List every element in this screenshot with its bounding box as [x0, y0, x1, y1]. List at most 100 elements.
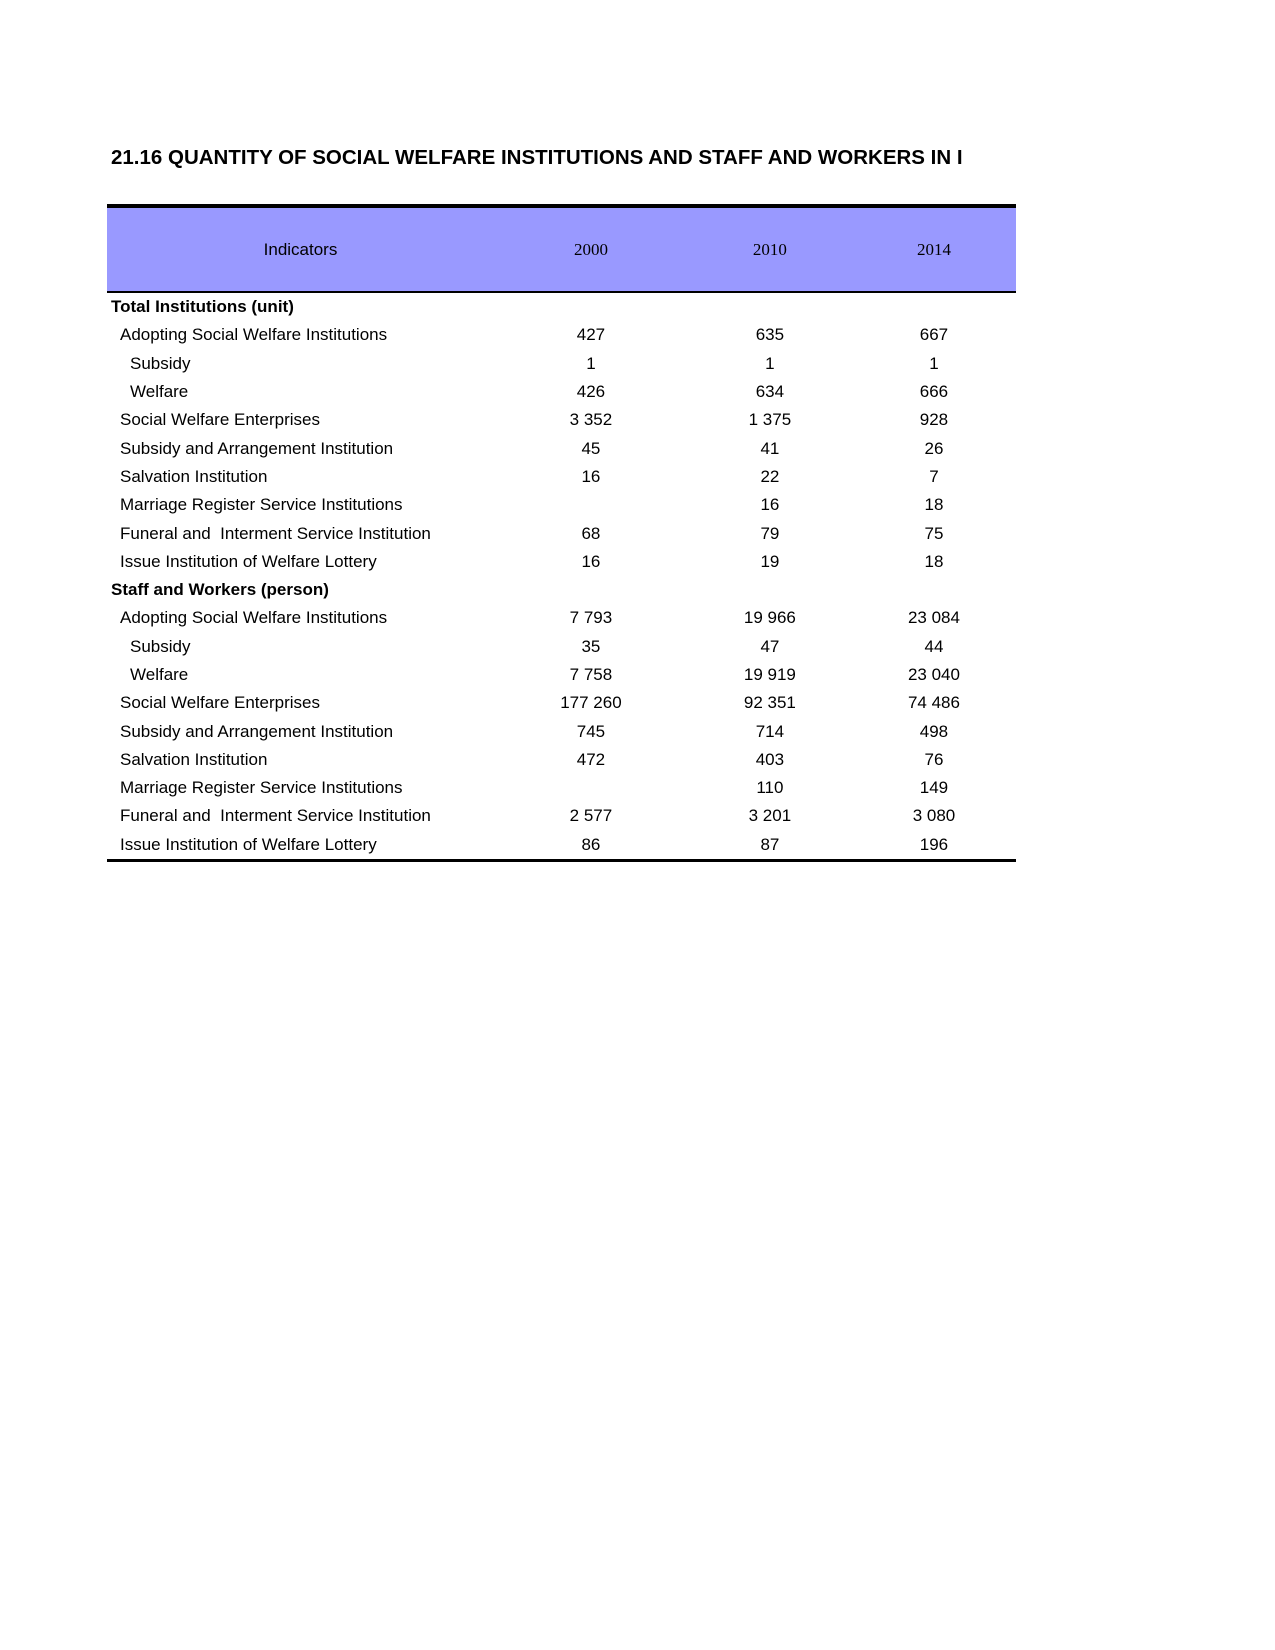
row-label: Staff and Workers (person)	[111, 580, 329, 600]
cell-2000	[494, 774, 688, 802]
cell-2014: 928	[919, 410, 949, 430]
table-row: Salvation Institution 472 403 76	[107, 746, 1016, 774]
table-row: Funeral and Interment Service Institutio…	[107, 519, 1016, 547]
cell-2010: 19 966	[743, 608, 796, 628]
cell-2014: 26	[924, 438, 944, 458]
cell-2000: 16	[581, 551, 601, 571]
page-title: 21.16 QUANTITY OF SOCIAL WELFARE INSTITU…	[111, 146, 963, 169]
cell-2000: 7 793	[569, 608, 613, 628]
table-row: Funeral and Interment Service Institutio…	[107, 802, 1016, 830]
cell-2014: 23 040	[907, 665, 960, 684]
cell-2000: 1	[586, 353, 596, 373]
table-row: Salvation Institution 16 22 7	[107, 463, 1016, 491]
cell-2014: 149	[919, 778, 949, 798]
row-label: Welfare	[130, 665, 189, 684]
row-label: Subsidy	[130, 353, 191, 373]
section-row: Staff and Workers (person)	[107, 576, 1016, 604]
cell-2014	[852, 576, 1016, 604]
cell-2000: 2 577	[569, 806, 613, 826]
header-indicators: Indicators	[263, 239, 338, 259]
cell-2014: 44	[924, 636, 944, 656]
table-header: Indicators 2000 2010 2014	[107, 206, 1016, 292]
cell-2010: 22	[760, 466, 780, 486]
cell-2000: 177 260	[560, 693, 622, 713]
table-row: Adopting Social Welfare Institutions 427 6…	[107, 321, 1016, 349]
table-row: Subsidy 1 1 1	[107, 350, 1016, 378]
table-row: Adopting Social Welfare Institutions 7 79…	[107, 604, 1016, 632]
cell-2010: 16	[760, 495, 780, 515]
cell-2010: 403	[755, 749, 785, 769]
cell-2010: 714	[755, 721, 785, 741]
header-year: 2014	[916, 239, 951, 259]
row-label: Total Institutions (unit)	[111, 297, 294, 317]
cell-2014: 76	[924, 749, 944, 769]
cell-2010: 3 201	[748, 806, 792, 826]
cell-2000	[494, 292, 688, 321]
cell-2014: 74 486	[907, 693, 960, 713]
cell-2010: 634	[755, 382, 785, 402]
row-label: Marriage Register Service Institutions	[120, 778, 403, 798]
table-row: Issue Institution of Welfare Lottery 86 87…	[107, 831, 1016, 861]
row-label: Issue Institution of Welfare Lottery	[120, 551, 377, 571]
cell-2010: 1	[765, 353, 775, 373]
cell-2000	[494, 491, 688, 519]
header-year: 2000	[573, 239, 608, 259]
cell-2000: 35	[581, 636, 601, 656]
cell-2010: 87	[760, 834, 780, 854]
table-row: Issue Institution of Welfare Lottery 16 19…	[107, 548, 1016, 576]
table-row: Social Welfare Enterprises 3 352 1 375 928	[107, 406, 1016, 434]
table-row: Marriage Register Service Institutions 16…	[107, 491, 1016, 519]
cell-2010: 635	[755, 325, 785, 345]
row-label: Subsidy and Arrangement Institution	[120, 438, 394, 458]
cell-2010: 79	[760, 523, 780, 543]
data-table: Indicators 2000 2010 2014 Total Institut…	[107, 204, 1016, 862]
cell-2014: 667	[919, 325, 949, 345]
row-label: Welfare	[130, 382, 189, 402]
row-label: Funeral and Interment Service Institutio…	[120, 806, 431, 826]
cell-2000: 427	[576, 325, 606, 345]
cell-2014: 1	[929, 353, 939, 373]
table-row: Subsidy and Arrangement Institution 45 41 2…	[107, 434, 1016, 462]
cell-2000: 68	[581, 523, 601, 543]
cell-2014: 18	[924, 551, 944, 571]
cell-2000: 472	[576, 749, 606, 769]
cell-2014: 18	[924, 495, 944, 515]
cell-2000: 45	[581, 438, 601, 458]
cell-2014: 23 084	[907, 608, 960, 628]
cell-2000: 3 352	[569, 410, 613, 430]
cell-2014	[852, 292, 1016, 321]
row-label: Issue Institution of Welfare Lottery	[120, 834, 377, 854]
cell-2014: 666	[919, 382, 949, 402]
cell-2014: 7	[929, 466, 939, 486]
cell-2014: 3 080	[912, 806, 956, 826]
table-row: Welfare 7 758 19 919 23 040	[107, 661, 1016, 689]
header-year: 2010	[752, 239, 787, 259]
row-label: Social Welfare Enterprises	[120, 693, 320, 713]
cell-2010	[688, 576, 852, 604]
cell-2000: 86	[581, 834, 601, 854]
cell-2000: 16	[581, 466, 601, 486]
table-row: Subsidy 35 47 44	[107, 633, 1016, 661]
row-label: Social Welfare Enterprises	[120, 410, 320, 430]
table-row: Marriage Register Service Institutions 11…	[107, 774, 1016, 802]
cell-2010: 41	[760, 438, 780, 458]
cell-2000: 426	[576, 382, 606, 402]
cell-2010: 19	[760, 551, 780, 571]
row-label: Salvation Institution	[120, 466, 268, 486]
cell-2014: 196	[919, 834, 949, 854]
section-row: Total Institutions (unit)	[107, 292, 1016, 321]
row-label: Funeral and Interment Service Institutio…	[120, 523, 431, 543]
cell-2000: 7 758	[569, 665, 613, 684]
row-label: Salvation Institution	[120, 749, 268, 769]
row-label: Subsidy	[130, 636, 191, 656]
cell-2010: 47	[760, 636, 780, 656]
cell-2014: 498	[919, 721, 949, 741]
cell-2010: 110	[756, 778, 784, 798]
cell-2000	[494, 576, 688, 604]
table-row: Welfare 426 634 666	[107, 378, 1016, 406]
cell-2010: 19 919	[743, 665, 796, 684]
table-row: Subsidy and Arrangement Institution 745 71…	[107, 717, 1016, 745]
row-label: Adopting Social Welfare Institutions	[120, 325, 388, 345]
row-label: Adopting Social Welfare Institutions	[120, 608, 388, 628]
row-label: Subsidy and Arrangement Institution	[120, 721, 394, 741]
